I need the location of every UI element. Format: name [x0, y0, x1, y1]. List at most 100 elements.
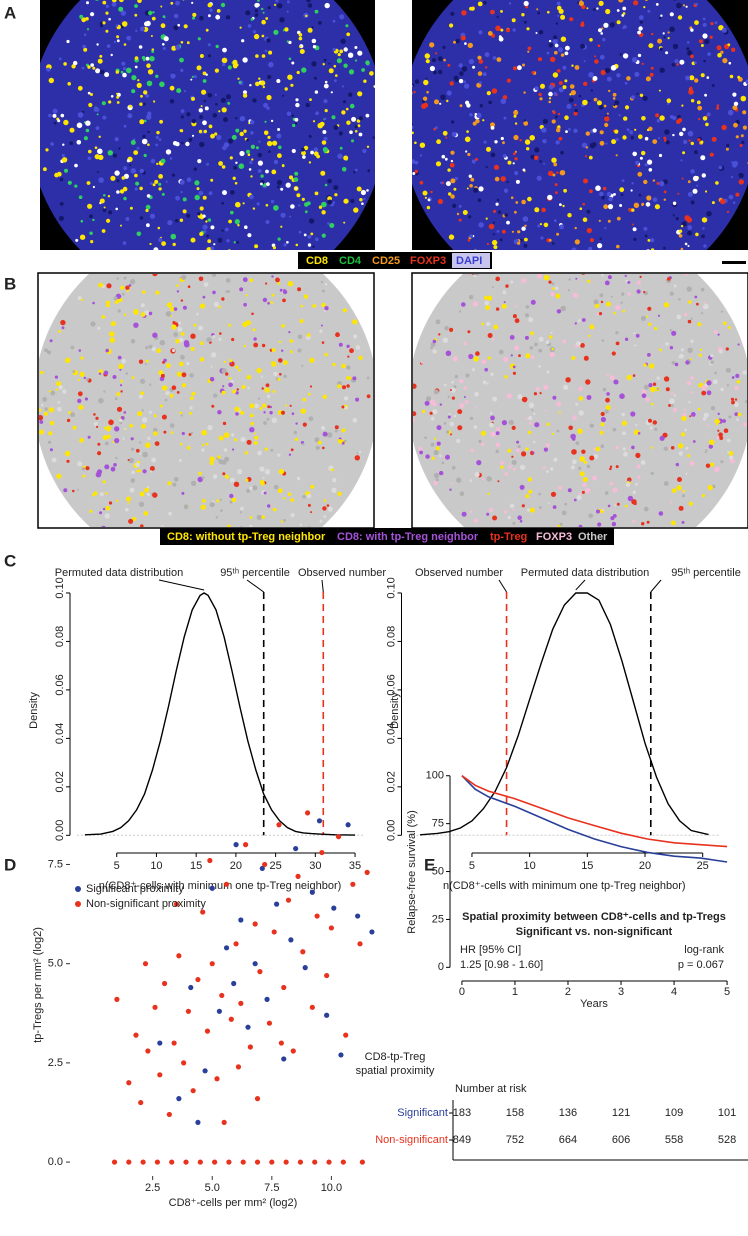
cell — [324, 80, 328, 84]
cell — [76, 140, 82, 145]
cell — [681, 520, 685, 524]
cell — [548, 280, 552, 284]
cell — [507, 160, 512, 165]
cell — [622, 261, 627, 266]
cell — [692, 175, 699, 182]
cell — [86, 181, 91, 185]
cell — [210, 365, 213, 368]
cell — [254, 244, 259, 249]
cell — [327, 196, 332, 202]
cell — [114, 438, 120, 444]
cell — [548, 335, 553, 339]
cell — [354, 130, 358, 133]
cell — [257, 160, 263, 166]
cell — [39, 420, 44, 424]
cell — [92, 218, 95, 222]
cell — [321, 289, 325, 293]
cell — [53, 121, 57, 125]
cell — [568, 278, 571, 281]
annotation: p = 0.067 — [678, 959, 724, 971]
cell — [281, 164, 285, 168]
cell — [490, 372, 494, 376]
risk-row-label: Significant — [397, 1107, 448, 1119]
cell — [209, 501, 215, 508]
cell — [334, 79, 337, 83]
point — [364, 869, 370, 876]
cell — [132, 261, 134, 263]
cell — [528, 402, 535, 409]
cell — [560, 305, 566, 312]
cell — [726, 210, 730, 213]
cell — [581, 449, 586, 454]
tissue-core — [39, 274, 373, 527]
cell — [342, 100, 347, 104]
cell — [153, 100, 156, 103]
cell — [527, 477, 533, 482]
cell — [294, 437, 299, 442]
cell — [286, 40, 289, 43]
cell — [706, 424, 709, 427]
cell — [439, 403, 442, 406]
cell — [314, 437, 320, 443]
cell — [605, 397, 610, 403]
cell — [688, 501, 694, 506]
cell — [582, 99, 588, 106]
y-tick-label: 50 — [432, 865, 444, 877]
cell — [680, 224, 684, 228]
cell — [604, 67, 611, 74]
cell — [272, 246, 276, 250]
cell — [337, 53, 341, 57]
cell — [314, 191, 319, 196]
cell — [239, 252, 243, 256]
cell — [158, 138, 162, 142]
cell — [558, 47, 563, 53]
cell — [93, 491, 98, 496]
cell — [658, 511, 664, 516]
cell — [524, 224, 527, 227]
cell — [104, 513, 110, 519]
cell — [680, 432, 686, 437]
cell — [734, 385, 739, 391]
cell — [585, 131, 590, 136]
cell — [454, 374, 459, 379]
cell — [59, 177, 64, 182]
cell — [680, 247, 684, 250]
cell — [158, 237, 163, 243]
cell — [342, 385, 346, 390]
cell — [503, 356, 509, 362]
cell — [685, 5, 688, 8]
cell — [471, 274, 475, 275]
cell — [321, 210, 326, 215]
cell — [711, 84, 715, 87]
cell — [327, 199, 333, 205]
cell — [740, 95, 747, 102]
cell — [598, 104, 604, 110]
cell — [552, 173, 556, 177]
cell — [318, 21, 322, 25]
cell — [412, 172, 416, 175]
cell — [160, 158, 166, 164]
cell — [207, 92, 213, 98]
cell — [542, 118, 549, 124]
cell — [623, 116, 628, 121]
cell — [198, 190, 204, 196]
cell — [600, 444, 605, 449]
cell — [344, 406, 348, 410]
cell — [737, 412, 742, 417]
cell — [451, 482, 454, 485]
cell — [701, 390, 707, 396]
cell — [92, 66, 96, 70]
cell — [592, 128, 597, 133]
cell — [261, 343, 266, 348]
cell — [599, 237, 602, 240]
cell — [512, 314, 517, 319]
cell — [122, 292, 125, 296]
cell — [108, 100, 112, 104]
cell — [341, 405, 345, 409]
cell — [321, 425, 326, 431]
cell — [49, 339, 53, 343]
cell — [443, 422, 447, 425]
cell — [550, 256, 553, 259]
cell — [469, 234, 473, 239]
